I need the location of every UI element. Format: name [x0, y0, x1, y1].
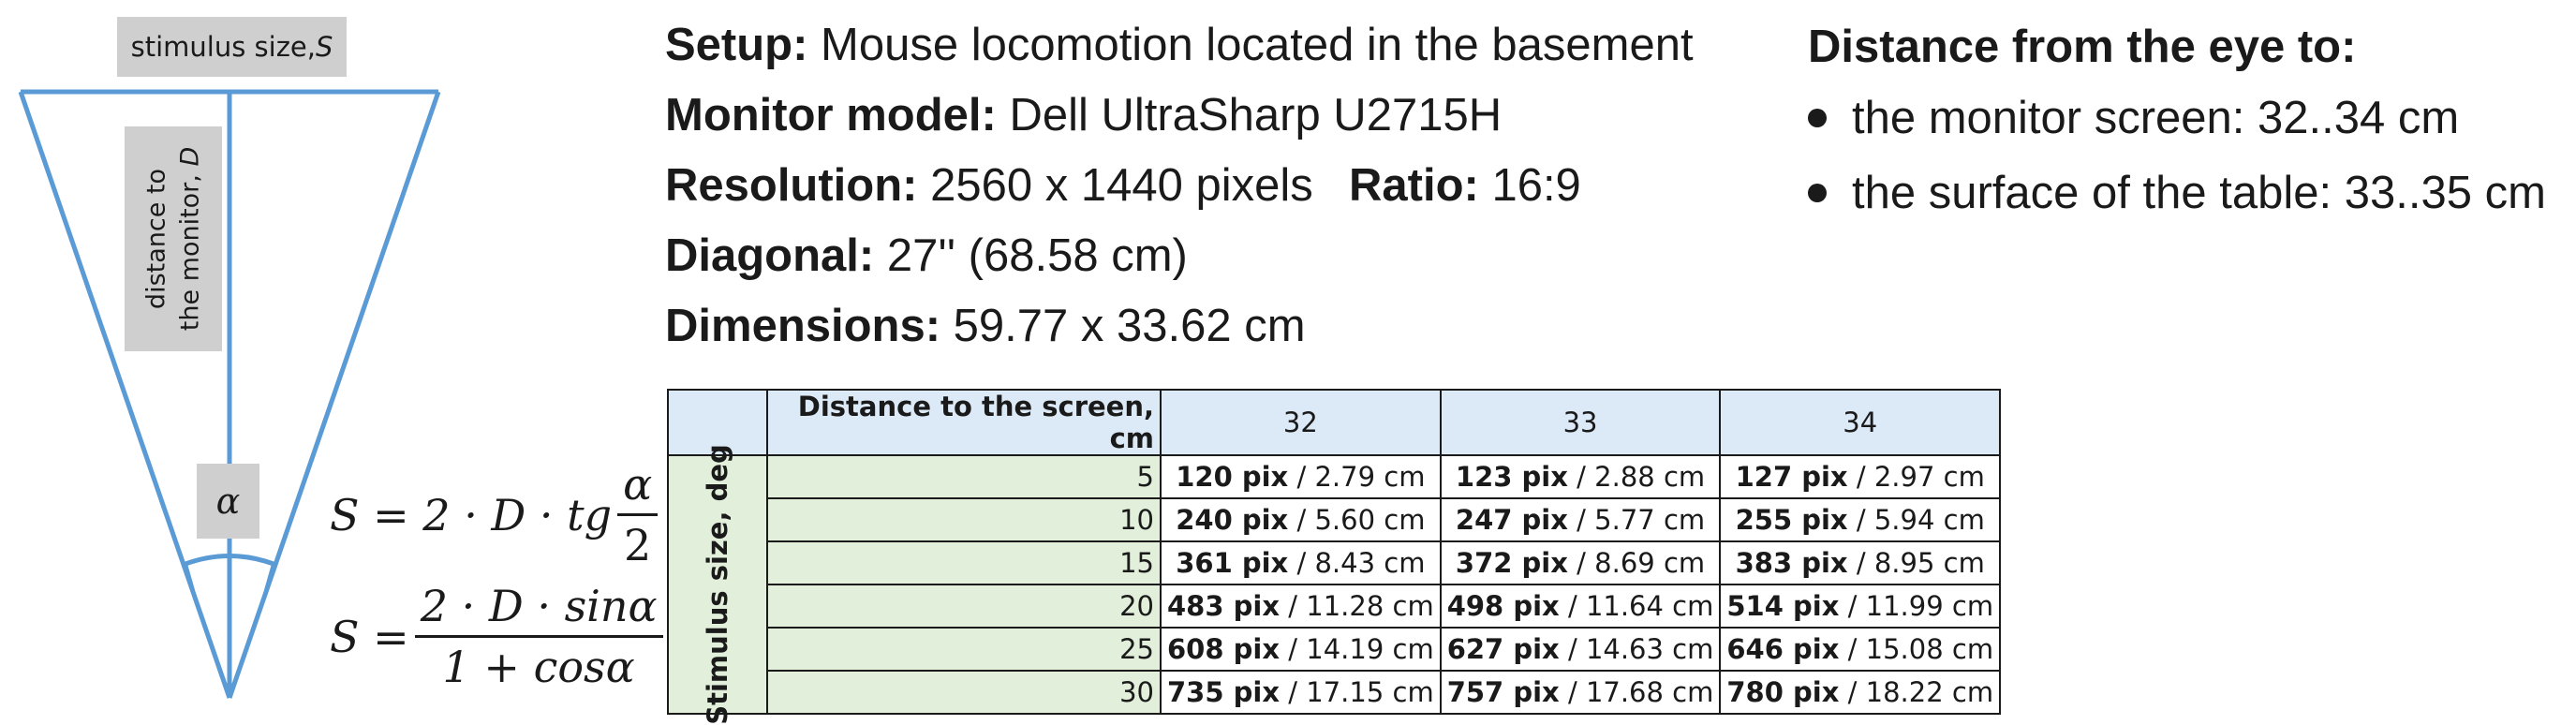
resolution-value: 2560 x 1440 pixels: [917, 160, 1313, 211]
value-cell: 608 pix / 14.19 cm: [1160, 627, 1442, 672]
ratio-label: Ratio:: [1349, 160, 1479, 211]
degree-cell: 20: [766, 584, 1162, 629]
resolution-label: Resolution:: [665, 160, 918, 211]
column-header: 33: [1439, 389, 1722, 456]
value-cell: 757 pix / 17.68 cm: [1439, 670, 1722, 715]
value-cell: 361 pix / 8.43 cm: [1160, 540, 1442, 585]
setup-label: Setup:: [665, 20, 808, 70]
stimulus-size-text: stimulus size,: [130, 31, 316, 63]
diagonal-line: Diagonal: 27'' (68.58 cm): [665, 229, 1188, 282]
table-row: 10 240 pix / 5.60 cm 247 pix / 5.77 cm 2…: [668, 497, 2002, 542]
monitor-label: Monitor model:: [665, 90, 997, 141]
table-row: 25 608 pix / 14.19 cm 627 pix / 14.63 cm…: [668, 627, 2002, 672]
degree-cell: 30: [766, 670, 1162, 715]
formula2-denominator: 1 + cosα: [442, 642, 635, 692]
value-cell: 735 pix / 17.15 cm: [1160, 670, 1442, 715]
dimensions-line: Dimensions: 59.77 x 33.62 cm: [665, 300, 1306, 352]
formula2-numerator: 2 · D · sinα: [414, 581, 663, 638]
value-cell: 240 pix / 5.60 cm: [1160, 497, 1442, 542]
degree-cell: 5: [766, 454, 1162, 499]
value-cell: 646 pix / 15.08 cm: [1719, 627, 2002, 672]
table-row: 30 735 pix / 17.15 cm 757 pix / 17.68 cm…: [668, 670, 2002, 715]
angle-arc-tick: [264, 563, 275, 591]
value-cell: 120 pix / 2.79 cm: [1160, 454, 1442, 499]
ratio-line: Ratio: 16:9: [1349, 159, 1581, 212]
value-cell: 123 pix / 2.88 cm: [1439, 454, 1722, 499]
diagonal-label: Diagonal:: [665, 230, 875, 281]
table-row: Stimulus size, deg 5 120 pix / 2.79 cm 1…: [667, 444, 2002, 725]
eye-distance-heading: Distance from the eye to:: [1808, 22, 2357, 72]
value-cell: 498 pix / 11.64 cm: [1439, 584, 1722, 629]
stimulus-size-var: S: [315, 31, 333, 63]
setup-value: Mouse locomotion located in the basement: [807, 20, 1694, 70]
value-cell: 127 pix / 2.97 cm: [1719, 454, 2002, 499]
formula2-fraction: 2 · D · sinα 1 + cosα: [414, 581, 663, 692]
table-row: 15 361 pix / 8.43 cm 372 pix / 8.69 cm 3…: [668, 540, 2002, 585]
formula1-lhs: S = 2 · D · tg: [330, 489, 613, 540]
value-cell: 627 pix / 14.63 cm: [1439, 627, 1722, 672]
column-header: 32: [1160, 389, 1442, 456]
formula1-denominator: 2: [624, 520, 652, 570]
formula1-fraction: α 2: [617, 459, 659, 570]
bullet-icon: [1808, 109, 1827, 127]
angle-arc: [185, 554, 274, 567]
dimensions-label: Dimensions:: [665, 301, 941, 351]
setup-line: Setup: Mouse locomotion located in the b…: [665, 19, 1694, 71]
formula2-lhs: S =: [330, 611, 409, 662]
eye-distance-text: the surface of the table: 33..35 cm: [1852, 168, 2546, 218]
monitor-model-line: Monitor model: Dell UltraSharp U2715H: [665, 89, 1502, 141]
angle-arc-tick: [184, 563, 195, 591]
degree-cell: 15: [766, 540, 1162, 585]
value-cell: 780 pix / 18.22 cm: [1719, 670, 2002, 715]
bullet-icon: [1808, 184, 1827, 202]
value-cell: 372 pix / 8.69 cm: [1439, 540, 1722, 585]
viewing-geometry-diagram: [18, 89, 441, 699]
angle-alpha-label: α: [197, 464, 259, 539]
column-header: 34: [1719, 389, 2002, 456]
formula-tangent: S = 2 · D · tg α 2: [330, 459, 659, 570]
monitor-value: Dell UltraSharp U2715H: [996, 90, 1503, 141]
value-cell: 483 pix / 11.28 cm: [1160, 584, 1442, 629]
eye-distance-text: the monitor screen: 32..34 cm: [1852, 93, 2460, 143]
resolution-line: Resolution: 2560 x 1440 pixels: [665, 159, 1313, 212]
eye-distance-item: the surface of the table: 33..35 cm: [1808, 167, 2546, 219]
formula-sine-cosine: S = 2 · D · sinα 1 + cosα: [330, 581, 663, 692]
table-row: 20 483 pix / 11.28 cm 498 pix / 11.64 cm…: [668, 584, 2002, 629]
eye-distance-item: the monitor screen: 32..34 cm: [1808, 92, 2459, 144]
row-group-header: Stimulus size, deg: [667, 444, 768, 725]
distance-header: Distance to the screen, cm: [766, 389, 1162, 456]
distance-label-line2: the monitor,: [175, 166, 204, 332]
left-sight-line: [18, 91, 232, 699]
value-cell: 383 pix / 8.95 cm: [1719, 540, 2002, 585]
degree-cell: 25: [766, 627, 1162, 672]
value-cell: 247 pix / 5.77 cm: [1439, 497, 1722, 542]
right-sight-line: [227, 91, 441, 699]
value-cell: 514 pix / 11.99 cm: [1719, 584, 2002, 629]
diagonal-value: 27'' (68.58 cm): [874, 230, 1188, 281]
table-header-row: Distance to the screen, cm 32 33 34: [667, 389, 2002, 456]
value-cell: 255 pix / 5.94 cm: [1719, 497, 2002, 542]
table-corner-cell: [667, 389, 768, 456]
stimulus-size-label: stimulus size, S: [117, 17, 347, 77]
degree-cell: 10: [766, 497, 1162, 542]
formula1-numerator: α: [617, 459, 659, 516]
row-group-label: Stimulus size, deg: [702, 444, 733, 725]
stimulus-size-table: Distance to the screen, cm 32 33 34 Stim…: [667, 389, 2002, 725]
distance-var: D: [175, 146, 204, 167]
ratio-value: 16:9: [1478, 160, 1581, 211]
dimensions-value: 59.77 x 33.62 cm: [940, 301, 1306, 351]
distance-label-line1: distance to: [141, 168, 170, 310]
distance-to-monitor-label: distance to the monitor, D: [125, 126, 222, 351]
